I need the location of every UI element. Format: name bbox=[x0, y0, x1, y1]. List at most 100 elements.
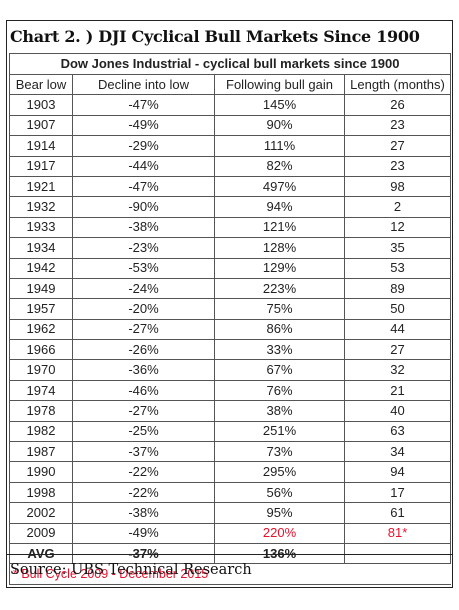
table-cell: 21 bbox=[344, 379, 451, 402]
table-cell: -53% bbox=[72, 257, 215, 279]
table-row: 1966 -26% 33% 27 bbox=[9, 339, 451, 361]
table-row: 1907 -49% 90% 23 bbox=[9, 114, 451, 137]
table-cell: -29% bbox=[72, 135, 215, 157]
table-cell: 17 bbox=[344, 481, 451, 504]
table-cell: 145% bbox=[214, 94, 345, 116]
table-row: 2002 -38% 95% 61 bbox=[9, 502, 451, 524]
table-cell: 1990 bbox=[9, 461, 73, 483]
table-row: 1932 -90% 94% 2 bbox=[9, 196, 451, 218]
table-wrap: Dow Jones Industrial - cyclical bull mar… bbox=[9, 53, 451, 585]
table-cell: 1978 bbox=[9, 400, 73, 422]
table-cell: 121% bbox=[214, 216, 345, 239]
table-cell: -22% bbox=[72, 461, 215, 483]
table-cell: 90% bbox=[214, 114, 345, 137]
table-cell: 61 bbox=[344, 502, 451, 524]
table-row: 1974 -46% 76% 21 bbox=[9, 379, 451, 402]
table-row: 1949 -24% 223% 89 bbox=[9, 277, 451, 300]
table-cell: 76% bbox=[214, 379, 345, 402]
table-row: 1970 -36% 67% 32 bbox=[9, 359, 451, 381]
table-cell: 2002 bbox=[9, 502, 73, 524]
table-cell: 95% bbox=[214, 502, 345, 524]
table-cell: 497% bbox=[214, 175, 345, 198]
table-cell: -36% bbox=[72, 359, 215, 381]
table-cell: 128% bbox=[214, 237, 345, 259]
table-row: 1978 -27% 38% 40 bbox=[9, 400, 451, 422]
table-cell: 295% bbox=[214, 461, 345, 483]
table-row: 1933 -38% 121% 12 bbox=[9, 216, 451, 239]
table-cell: 44 bbox=[344, 318, 451, 341]
table-row: 1942 -53% 129% 53 bbox=[9, 257, 451, 279]
table-cell: 223% bbox=[214, 277, 345, 300]
table-cell: -38% bbox=[72, 216, 215, 239]
table-cell: 1957 bbox=[9, 298, 73, 320]
table-row: 2009 -49% 220% 81* bbox=[9, 522, 451, 544]
table-cell: 56% bbox=[214, 481, 345, 504]
table-cell: -23% bbox=[72, 237, 215, 259]
table-cell: 220% bbox=[214, 522, 345, 544]
column-header: Following bull gain bbox=[214, 73, 345, 96]
table-row: 1914 -29% 111% 27 bbox=[9, 135, 451, 157]
table-cell: 23 bbox=[344, 155, 451, 177]
column-header: Bear low bbox=[9, 73, 73, 96]
chart-frame: Chart 2. ) DJI Cyclical Bull Markets Sin… bbox=[6, 20, 453, 588]
table-cell: -27% bbox=[72, 318, 215, 341]
table-cell: 1914 bbox=[9, 135, 73, 157]
table-cell: -20% bbox=[72, 298, 215, 320]
table-cell: -47% bbox=[72, 175, 215, 198]
table-cell: 82% bbox=[214, 155, 345, 177]
table-row: 1990 -22% 295% 94 bbox=[9, 461, 451, 483]
table-cell: -47% bbox=[72, 94, 215, 116]
table-cell: 1949 bbox=[9, 277, 73, 300]
table-cell: 1982 bbox=[9, 420, 73, 443]
table-cell: -38% bbox=[72, 502, 215, 524]
table-cell: 2009 bbox=[9, 522, 73, 544]
table-title: Dow Jones Industrial - cyclical bull mar… bbox=[9, 53, 451, 75]
column-header: Length (months) bbox=[344, 73, 451, 96]
table-cell: 26 bbox=[344, 94, 451, 116]
table-cell: 1942 bbox=[9, 257, 73, 279]
table-cell: 1917 bbox=[9, 155, 73, 177]
table-cell: 27 bbox=[344, 339, 451, 361]
table-cell: 86% bbox=[214, 318, 345, 341]
table-row: 1921 -47% 497% 98 bbox=[9, 175, 451, 198]
source-note: Source: UBS Technical Research bbox=[7, 554, 452, 587]
table-cell: 1974 bbox=[9, 379, 73, 402]
table-cell: -26% bbox=[72, 339, 215, 361]
table-cell: 2 bbox=[344, 196, 451, 218]
table-cell: -24% bbox=[72, 277, 215, 300]
table-row: 1998 -22% 56% 17 bbox=[9, 481, 451, 504]
table-cell: -27% bbox=[72, 400, 215, 422]
header-row: Bear low Decline into low Following bull g… bbox=[9, 73, 451, 96]
table-cell: -37% bbox=[72, 441, 215, 463]
table-cell: 94% bbox=[214, 196, 345, 218]
column-header: Decline into low bbox=[72, 73, 215, 96]
table-cell: -22% bbox=[72, 481, 215, 504]
table-cell: 75% bbox=[214, 298, 345, 320]
table-row: 1982 -25% 251% 63 bbox=[9, 420, 451, 443]
table-cell: 67% bbox=[214, 359, 345, 381]
chart-title: Chart 2. ) DJI Cyclical Bull Markets Sin… bbox=[10, 27, 420, 46]
table-cell: 1970 bbox=[9, 359, 73, 381]
table-cell: 1921 bbox=[9, 175, 73, 198]
table-cell: -44% bbox=[72, 155, 215, 177]
table-cell: 89 bbox=[344, 277, 451, 300]
table-row: 1987 -37% 73% 34 bbox=[9, 441, 451, 463]
table-row: 1934 -23% 128% 35 bbox=[9, 237, 451, 259]
table-cell: -49% bbox=[72, 522, 215, 544]
table-cell: 73% bbox=[214, 441, 345, 463]
footnote-blank bbox=[344, 563, 451, 585]
table-cell: -25% bbox=[72, 420, 215, 443]
table-cell: 40 bbox=[344, 400, 451, 422]
table-row: 1917 -44% 82% 23 bbox=[9, 155, 451, 177]
footnote: * Bull Cycle 2009 - December 2015 bbox=[9, 563, 345, 585]
table-cell: 1903 bbox=[9, 94, 73, 116]
table-cell: -90% bbox=[72, 196, 215, 218]
table-row: 1962 -27% 86% 44 bbox=[9, 318, 451, 341]
table-cell: 111% bbox=[214, 135, 345, 157]
table-cell: 50 bbox=[344, 298, 451, 320]
table-cell: 23 bbox=[344, 114, 451, 137]
table-cell: 63 bbox=[344, 420, 451, 443]
table-cell: 35 bbox=[344, 237, 451, 259]
table-cell: 33% bbox=[214, 339, 345, 361]
table-cell: 53 bbox=[344, 257, 451, 279]
